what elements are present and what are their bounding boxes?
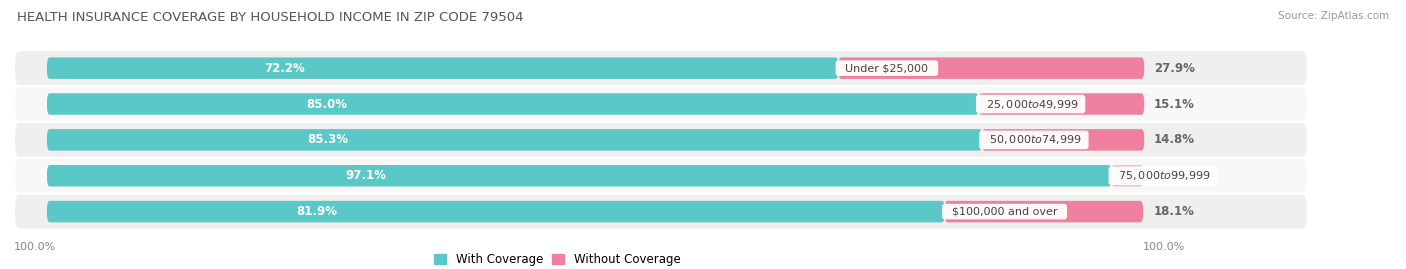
Text: $100,000 and over: $100,000 and over <box>945 207 1064 217</box>
Text: 14.8%: 14.8% <box>1154 133 1195 146</box>
FancyBboxPatch shape <box>14 194 1308 229</box>
Legend: With Coverage, Without Coverage: With Coverage, Without Coverage <box>434 253 681 266</box>
FancyBboxPatch shape <box>945 201 1143 222</box>
FancyBboxPatch shape <box>1111 165 1143 186</box>
Text: 15.1%: 15.1% <box>1154 98 1195 111</box>
Text: 97.1%: 97.1% <box>346 169 387 182</box>
FancyBboxPatch shape <box>14 86 1308 122</box>
Text: 2.9%: 2.9% <box>1154 169 1187 182</box>
FancyBboxPatch shape <box>46 129 981 151</box>
FancyBboxPatch shape <box>46 165 1111 186</box>
FancyBboxPatch shape <box>979 93 1144 115</box>
Text: $50,000 to $74,999: $50,000 to $74,999 <box>981 133 1085 146</box>
Text: 85.3%: 85.3% <box>307 133 347 146</box>
Text: 18.1%: 18.1% <box>1154 205 1195 218</box>
FancyBboxPatch shape <box>14 158 1308 194</box>
Text: Source: ZipAtlas.com: Source: ZipAtlas.com <box>1278 11 1389 21</box>
Text: 85.0%: 85.0% <box>307 98 347 111</box>
Text: 100.0%: 100.0% <box>1143 242 1185 252</box>
FancyBboxPatch shape <box>14 50 1308 86</box>
FancyBboxPatch shape <box>46 57 838 79</box>
Text: $25,000 to $49,999: $25,000 to $49,999 <box>979 98 1083 111</box>
Text: 72.2%: 72.2% <box>264 62 305 75</box>
FancyBboxPatch shape <box>981 129 1144 151</box>
Text: $75,000 to $99,999: $75,000 to $99,999 <box>1111 169 1215 182</box>
Text: HEALTH INSURANCE COVERAGE BY HOUSEHOLD INCOME IN ZIP CODE 79504: HEALTH INSURANCE COVERAGE BY HOUSEHOLD I… <box>17 11 523 24</box>
FancyBboxPatch shape <box>14 122 1308 158</box>
Text: 27.9%: 27.9% <box>1154 62 1195 75</box>
Text: Under $25,000: Under $25,000 <box>838 63 935 73</box>
FancyBboxPatch shape <box>46 201 945 222</box>
Text: 100.0%: 100.0% <box>14 242 56 252</box>
FancyBboxPatch shape <box>46 93 979 115</box>
Text: 81.9%: 81.9% <box>295 205 337 218</box>
FancyBboxPatch shape <box>838 57 1144 79</box>
